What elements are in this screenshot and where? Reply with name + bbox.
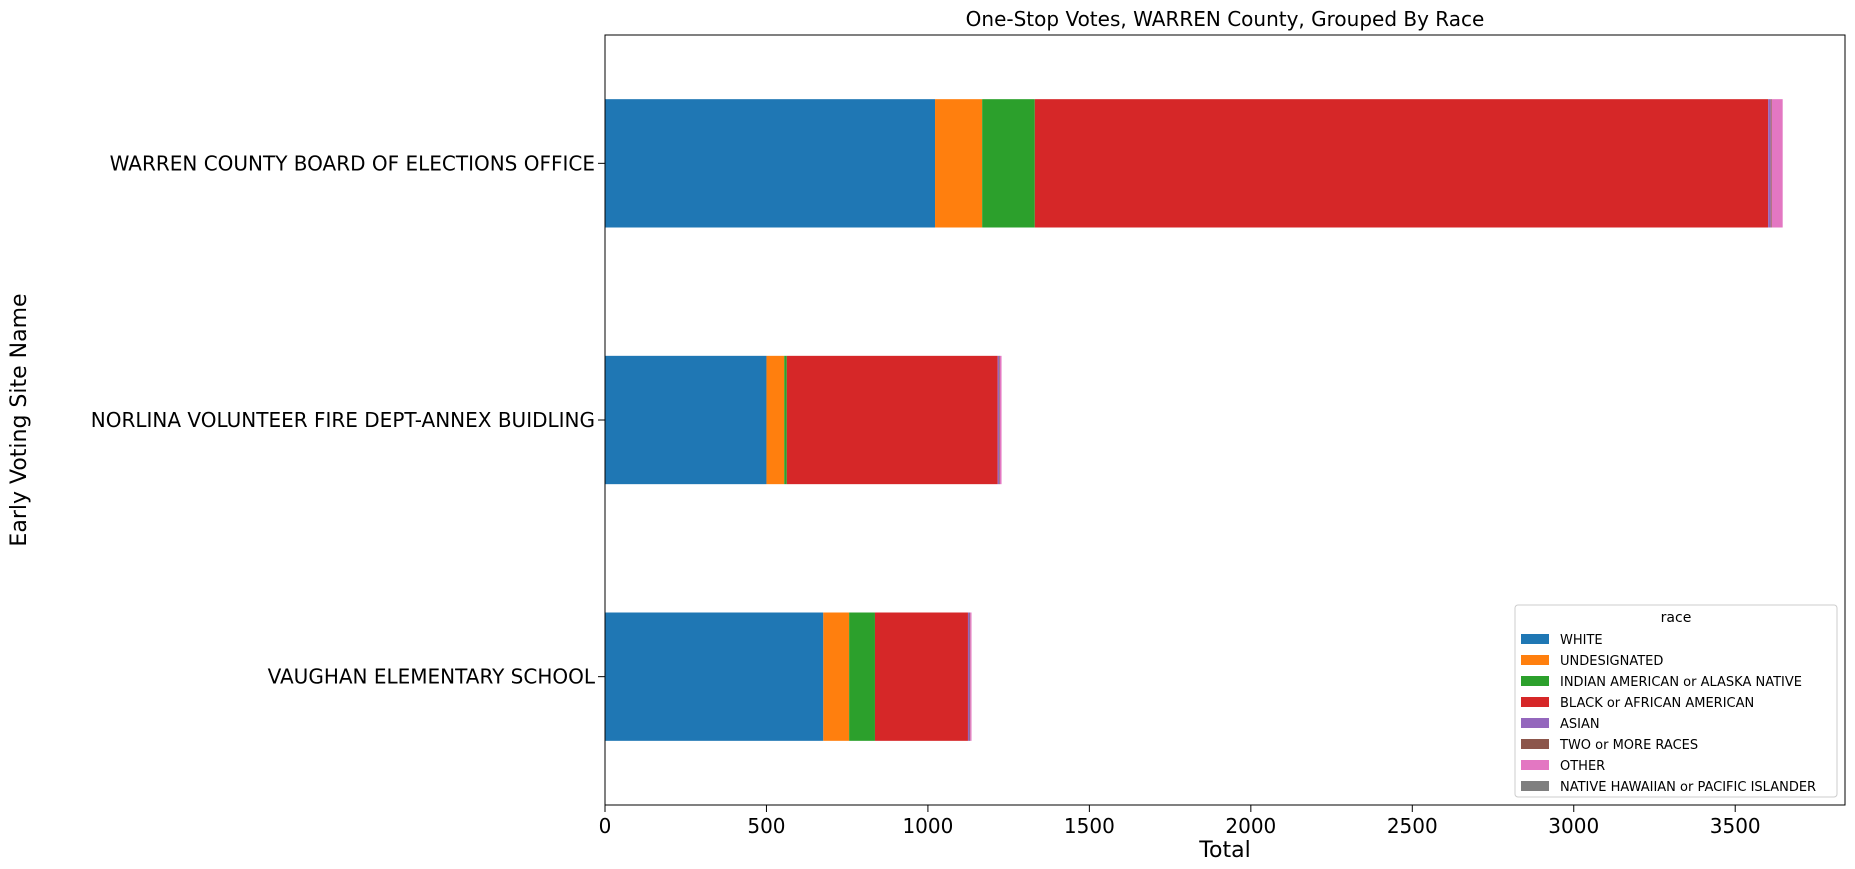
bar-segment-5-2 <box>969 612 971 741</box>
x-tick-label: 1000 <box>902 814 953 838</box>
bar-segment-0-0 <box>605 99 936 228</box>
legend-swatch <box>1521 655 1549 665</box>
y-tick-label: VAUGHAN ELEMENTARY SCHOOL <box>268 665 596 689</box>
legend-label: WHITE <box>1560 633 1603 648</box>
bar-segment-6-1 <box>999 355 1002 485</box>
x-tick-label: 2000 <box>1225 814 1276 838</box>
y-tick-label: NORLINA VOLUNTEER FIRE DEPT-ANNEX BUIDLI… <box>91 408 595 432</box>
legend-items: WHITE UNDESIGNATED INDIAN AMERICAN or ALAS… <box>1521 633 1816 795</box>
legend-label: NATIVE HAWAIIAN or PACIFIC ISLANDER <box>1560 780 1816 795</box>
bar-segment-5-0 <box>1770 99 1772 228</box>
legend-label: INDIAN AMERICAN or ALASKA NATIVE <box>1560 675 1802 690</box>
bar-segment-5-1 <box>999 355 1000 485</box>
x-tick-label: 1500 <box>1064 814 1115 838</box>
bar-segment-6-2 <box>970 612 972 741</box>
legend-label: BLACK or AFRICAN AMERICAN <box>1560 696 1754 711</box>
legend-swatch <box>1521 760 1549 770</box>
bar-segment-2-0 <box>982 99 1035 228</box>
x-tick-label: 3500 <box>1710 814 1761 838</box>
legend: race WHITE UNDESIGNATED INDIAN AMERICAN or… <box>1514 604 1838 798</box>
bar-segment-1-2 <box>823 612 850 741</box>
legend-label: TWO or MORE RACES <box>1559 738 1698 753</box>
bar-segment-4-0 <box>1768 99 1771 228</box>
y-tick-label: WARREN COUNTY BOARD OF ELECTIONS OFFICE <box>110 151 595 175</box>
legend-box <box>1514 604 1838 798</box>
legend-swatch <box>1521 781 1549 791</box>
bars-group <box>605 99 1783 741</box>
bar-segment-4-2 <box>967 612 970 741</box>
x-tick-label: 3000 <box>1548 814 1599 838</box>
bar-segment-1-1 <box>766 355 785 485</box>
x-tick-label: 500 <box>747 814 785 838</box>
legend-swatch <box>1521 676 1549 686</box>
legend-label: OTHER <box>1560 759 1605 774</box>
bar-segment-3-1 <box>786 355 998 485</box>
bar-segment-0-1 <box>605 355 767 485</box>
bar-segment-1-0 <box>935 99 983 228</box>
legend-label: ASIAN <box>1560 717 1600 732</box>
bar-segment-6-0 <box>1771 99 1783 228</box>
bar-segment-0-2 <box>605 612 824 741</box>
bar-segment-2-1 <box>784 355 787 485</box>
legend-label: UNDESIGNATED <box>1560 654 1663 669</box>
y-axis-label: Early Voting Site Name <box>7 293 32 546</box>
x-tick-label: 0 <box>599 814 612 838</box>
legend-title: race <box>1661 610 1692 626</box>
y-axis-ticks: WARREN COUNTY BOARD OF ELECTIONS OFFICE N… <box>91 151 605 689</box>
bar-segment-2-2 <box>849 612 875 741</box>
legend-swatch <box>1521 634 1549 644</box>
legend-swatch <box>1521 718 1549 728</box>
x-axis-label: Total <box>1198 838 1250 863</box>
bar-segment-4-1 <box>997 355 1000 485</box>
bar-segment-3-0 <box>1034 99 1769 228</box>
legend-swatch <box>1521 739 1549 749</box>
bar-segment-3-2 <box>874 612 968 741</box>
legend-swatch <box>1521 697 1549 707</box>
x-axis-ticks: 0 500 1000 1500 2000 2500 3000 3500 <box>599 805 1761 838</box>
chart-title: One-Stop Votes, WARREN County, Grouped B… <box>966 7 1485 31</box>
x-tick-label: 2500 <box>1387 814 1438 838</box>
